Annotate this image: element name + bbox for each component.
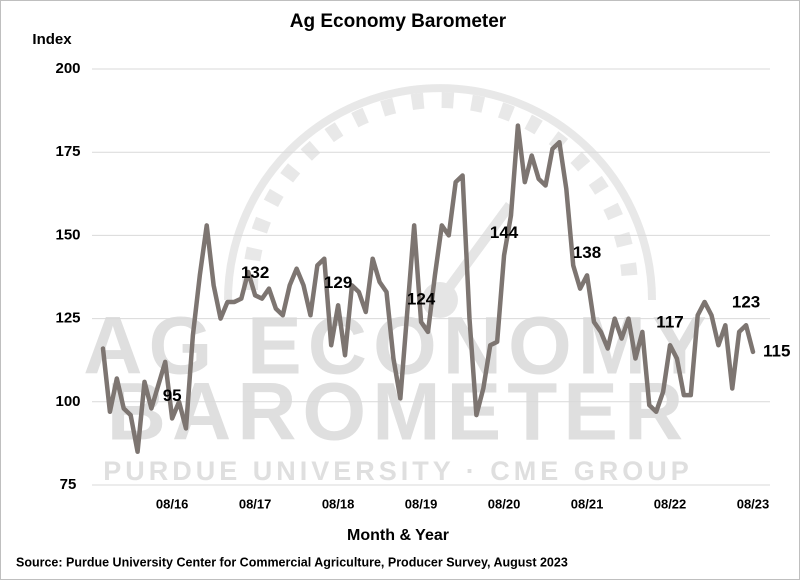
data-label: 117 <box>656 313 683 332</box>
source-note: Source: Purdue University Center for Com… <box>16 555 568 569</box>
data-label: 138 <box>573 243 601 262</box>
data-label: 95 <box>163 386 182 405</box>
x-tick-label: 08/18 <box>322 496 355 511</box>
data-label: 123 <box>732 293 760 312</box>
data-label: 124 <box>407 289 436 308</box>
chart-title: Ag Economy Barometer <box>290 11 507 32</box>
watermark-text: BAROMETER <box>107 367 689 458</box>
y-tick-label: 200 <box>55 60 80 77</box>
y-tick-label: 75 <box>60 476 77 493</box>
gauge-needle <box>435 202 515 303</box>
x-axis-title: Month & Year <box>347 527 449 544</box>
watermark-text: PURDUE UNIVERSITY · CME GROUP <box>103 456 693 486</box>
x-tick-label: 08/19 <box>405 496 438 511</box>
data-label: 129 <box>324 273 352 292</box>
data-label: 115 <box>763 341 790 360</box>
data-label: 144 <box>490 223 519 242</box>
x-tick-label: 08/22 <box>654 496 687 511</box>
data-label: 132 <box>241 263 269 282</box>
gauge-rim <box>224 84 656 301</box>
x-tick-label: 08/17 <box>239 496 272 511</box>
x-tick-label: 08/23 <box>737 496 770 511</box>
gauge-dial <box>242 92 638 291</box>
y-axis-title: Index <box>32 31 72 48</box>
y-tick-label: 150 <box>55 226 80 243</box>
y-tick-label: 175 <box>55 143 80 160</box>
x-tick-label: 08/21 <box>571 496 604 511</box>
x-tick-label: 08/16 <box>156 496 189 511</box>
x-tick-label: 08/20 <box>488 496 521 511</box>
y-tick-label: 125 <box>55 310 80 327</box>
series-line <box>100 123 756 454</box>
y-tick-label: 100 <box>55 393 80 410</box>
